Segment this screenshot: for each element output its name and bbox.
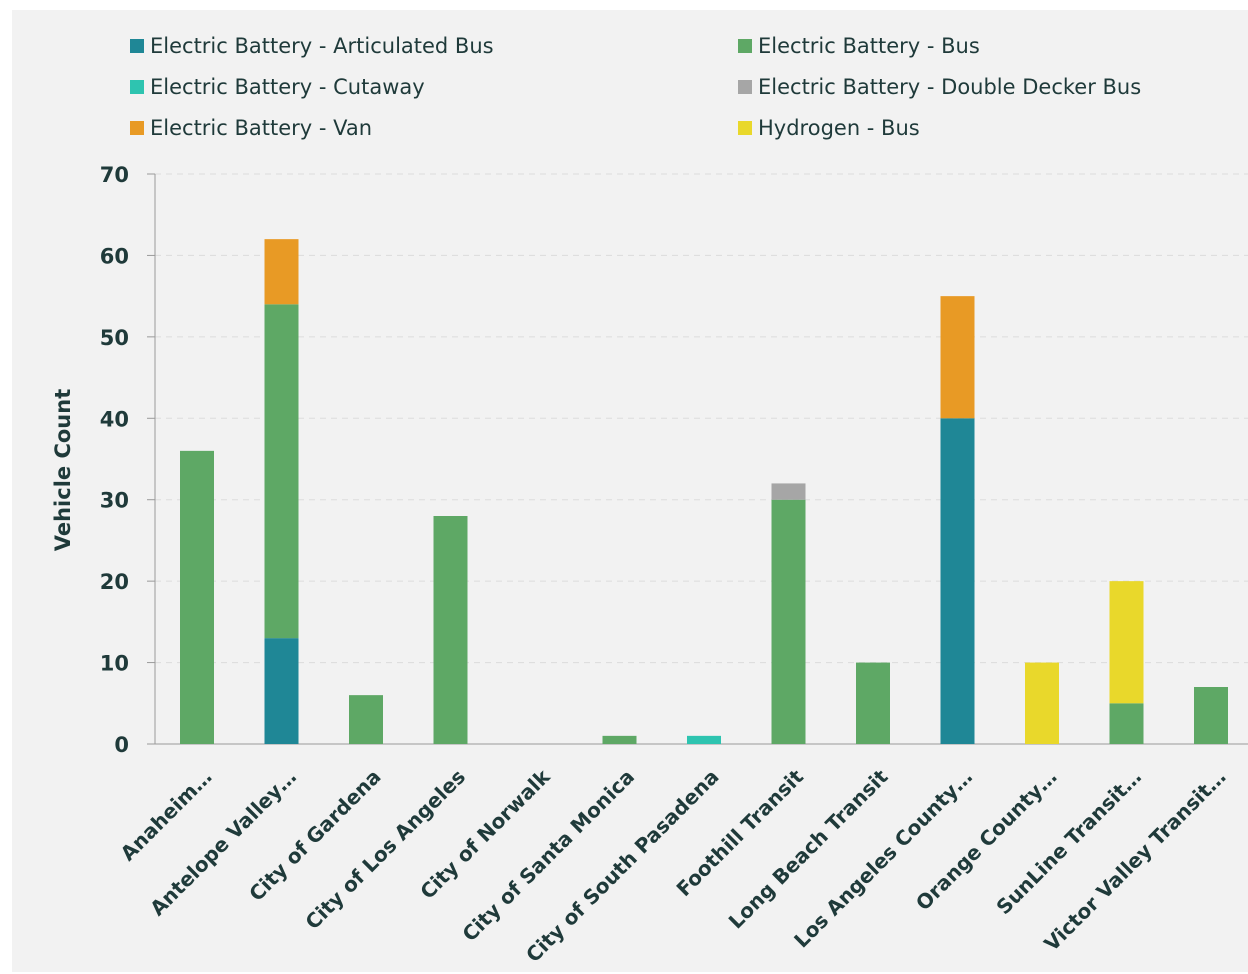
legend-item: Electric Battery - Articulated Bus	[130, 34, 494, 58]
x-tick-label: Los Angeles County…	[789, 765, 977, 953]
bar-segment	[1109, 703, 1144, 744]
x-tick-label: City of Los Angeles	[300, 765, 470, 935]
y-tick-label: 50	[100, 326, 129, 350]
bar-segment	[856, 662, 890, 744]
legend-item: Electric Battery - Cutaway	[130, 75, 425, 99]
legend-item: Electric Battery - Double Decker Bus	[738, 75, 1141, 99]
legend-label: Electric Battery - Van	[150, 116, 373, 140]
chart-panel	[12, 10, 1248, 972]
bar-segment	[602, 735, 637, 744]
bar-segment	[180, 450, 214, 744]
y-tick-label: 60	[100, 244, 129, 268]
legend-item: Hydrogen - Bus	[738, 116, 920, 140]
legend-swatch	[738, 121, 752, 135]
y-axis-title: Vehicle Count	[51, 389, 75, 551]
legend-swatch	[738, 39, 752, 53]
legend-item: Electric Battery - Van	[130, 116, 372, 140]
x-tick-label: SunLine Transit…	[991, 765, 1146, 920]
legend-label: Electric Battery - Cutaway	[150, 75, 425, 99]
y-tick-label: 30	[100, 489, 129, 513]
bar-segment	[940, 418, 975, 744]
bar-segment	[433, 516, 468, 744]
legend-label: Electric Battery - Articulated Bus	[150, 34, 494, 58]
x-tick-label: Long Beach Transit	[724, 764, 893, 933]
y-tick-label: 10	[100, 652, 129, 676]
x-tick-label: Victor Valley Transit…	[1039, 765, 1230, 956]
bar-segment	[771, 499, 806, 744]
bar-segment	[940, 296, 975, 419]
y-tick-label: 0	[114, 733, 129, 757]
x-tick-label: Antelope Valley…	[145, 765, 301, 921]
legend-swatch	[130, 121, 144, 135]
y-tick-label: 40	[100, 407, 129, 431]
legend-swatch	[738, 80, 752, 94]
y-tick-label: 20	[100, 570, 129, 594]
bar-segment	[349, 695, 383, 744]
legend-item: Electric Battery - Bus	[738, 34, 980, 58]
bar-segment	[1025, 662, 1059, 744]
bar-segment	[264, 638, 299, 744]
legend-label: Electric Battery - Double Decker Bus	[758, 75, 1142, 99]
bar-segment	[687, 735, 721, 744]
legend-label: Hydrogen - Bus	[758, 116, 920, 140]
x-tick-label: Orange County…	[911, 765, 1062, 916]
legend: Electric Battery - Articulated Bus Electr…	[130, 34, 1240, 159]
bar-segment	[1194, 687, 1228, 744]
bar-segment	[771, 483, 806, 500]
bar-segment	[1109, 581, 1144, 704]
legend-label: Electric Battery - Bus	[758, 34, 980, 58]
legend-swatch	[130, 80, 144, 94]
bar-segment	[264, 304, 299, 639]
legend-swatch	[130, 39, 144, 53]
bar-segment	[264, 239, 299, 305]
x-tick-label: City of Santa Monica	[457, 765, 639, 947]
y-tick-label: 70	[100, 163, 129, 187]
